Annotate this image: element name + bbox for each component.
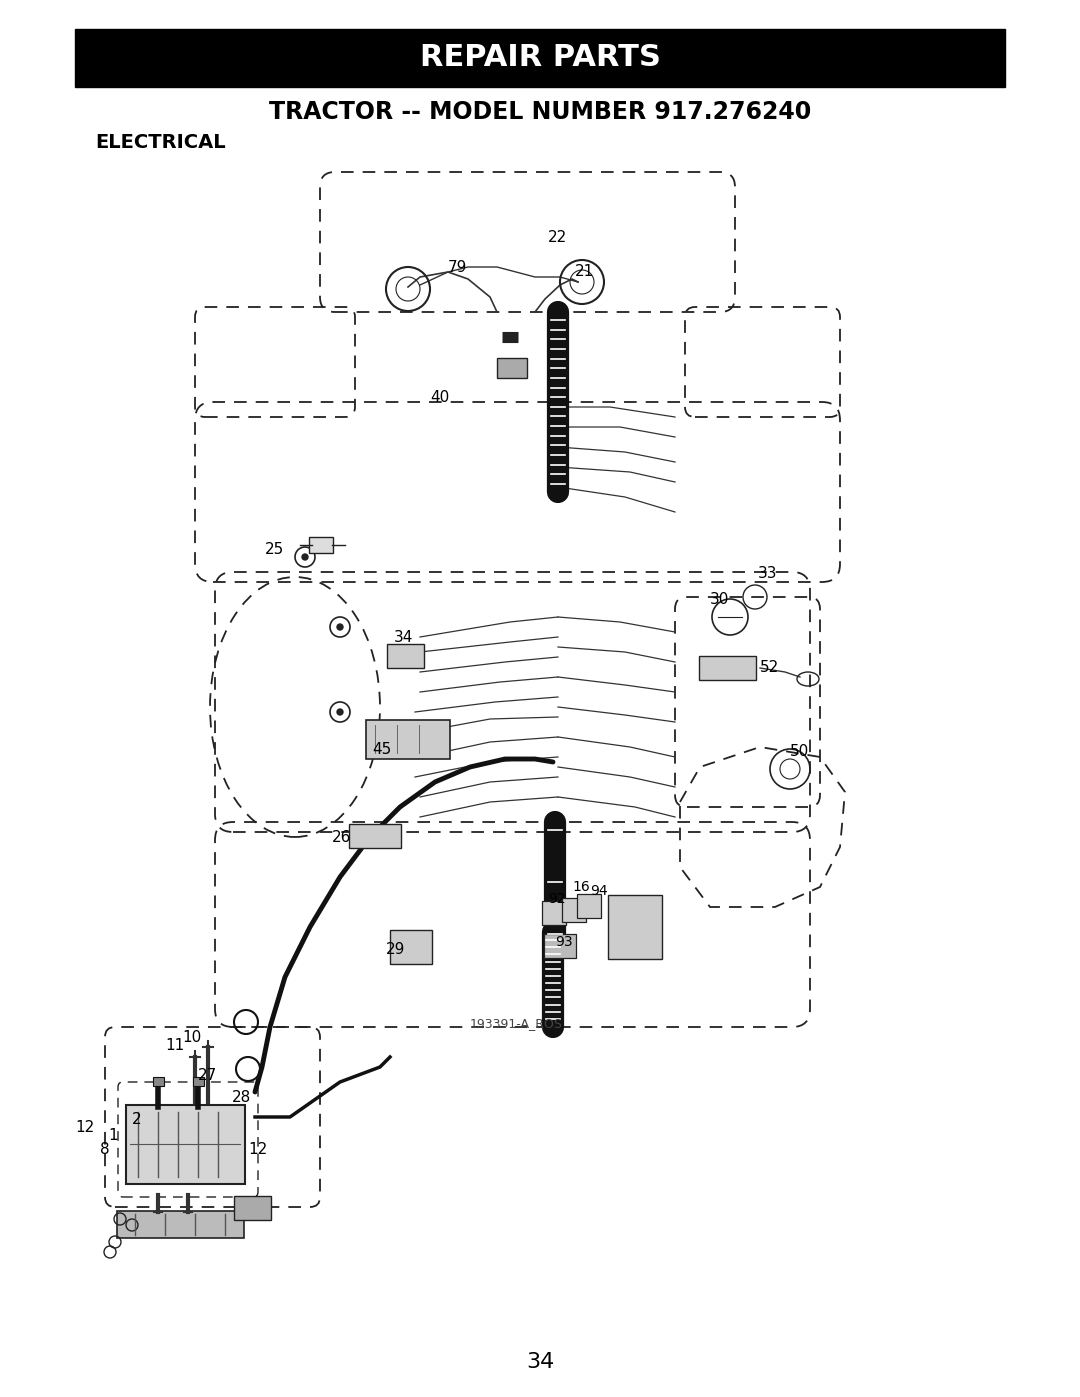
FancyBboxPatch shape bbox=[699, 657, 756, 680]
Circle shape bbox=[302, 555, 308, 560]
Text: 79: 79 bbox=[448, 260, 468, 274]
FancyBboxPatch shape bbox=[192, 1077, 203, 1085]
Text: 22: 22 bbox=[548, 229, 567, 244]
Circle shape bbox=[337, 624, 343, 630]
FancyBboxPatch shape bbox=[152, 1077, 163, 1085]
FancyBboxPatch shape bbox=[126, 1105, 245, 1185]
FancyBboxPatch shape bbox=[117, 1211, 244, 1238]
Text: 193391-A_ROS: 193391-A_ROS bbox=[470, 1017, 563, 1031]
FancyBboxPatch shape bbox=[366, 719, 450, 759]
Text: 10: 10 bbox=[183, 1030, 201, 1045]
FancyBboxPatch shape bbox=[387, 644, 424, 668]
Text: 26: 26 bbox=[332, 830, 351, 845]
FancyBboxPatch shape bbox=[608, 895, 662, 958]
FancyBboxPatch shape bbox=[497, 358, 527, 379]
FancyBboxPatch shape bbox=[542, 901, 566, 925]
Text: 11: 11 bbox=[165, 1038, 185, 1052]
FancyBboxPatch shape bbox=[349, 824, 401, 848]
Text: 12: 12 bbox=[248, 1141, 267, 1157]
Text: 34: 34 bbox=[394, 630, 414, 644]
Text: 27: 27 bbox=[198, 1067, 217, 1083]
FancyBboxPatch shape bbox=[562, 898, 586, 922]
Text: 94: 94 bbox=[590, 884, 608, 898]
FancyBboxPatch shape bbox=[309, 536, 333, 553]
Circle shape bbox=[337, 710, 343, 715]
Text: TRACTOR -- MODEL NUMBER 917.276240: TRACTOR -- MODEL NUMBER 917.276240 bbox=[269, 101, 811, 124]
FancyBboxPatch shape bbox=[544, 935, 576, 958]
Text: 12: 12 bbox=[76, 1119, 95, 1134]
Text: REPAIR PARTS: REPAIR PARTS bbox=[419, 43, 661, 73]
Text: 34: 34 bbox=[526, 1352, 554, 1372]
Text: 92: 92 bbox=[548, 893, 566, 907]
Text: 33: 33 bbox=[758, 567, 778, 581]
Text: ELECTRICAL: ELECTRICAL bbox=[95, 133, 226, 151]
FancyBboxPatch shape bbox=[577, 894, 600, 918]
Text: 28: 28 bbox=[232, 1090, 252, 1105]
Text: 21: 21 bbox=[575, 264, 594, 279]
Text: 1: 1 bbox=[108, 1127, 118, 1143]
Bar bbox=[75, 29, 1005, 87]
Text: 93: 93 bbox=[555, 935, 572, 949]
Text: 2: 2 bbox=[132, 1112, 141, 1126]
FancyBboxPatch shape bbox=[234, 1196, 271, 1220]
Text: 16: 16 bbox=[572, 880, 590, 894]
Text: 45: 45 bbox=[372, 742, 391, 757]
FancyBboxPatch shape bbox=[390, 930, 432, 964]
Text: 25: 25 bbox=[265, 542, 284, 556]
Text: 30: 30 bbox=[710, 591, 729, 606]
Text: 40: 40 bbox=[430, 390, 449, 405]
Text: 52: 52 bbox=[760, 659, 780, 675]
Text: 8: 8 bbox=[100, 1141, 110, 1157]
Text: 50: 50 bbox=[789, 745, 809, 760]
Text: 29: 29 bbox=[386, 942, 405, 957]
